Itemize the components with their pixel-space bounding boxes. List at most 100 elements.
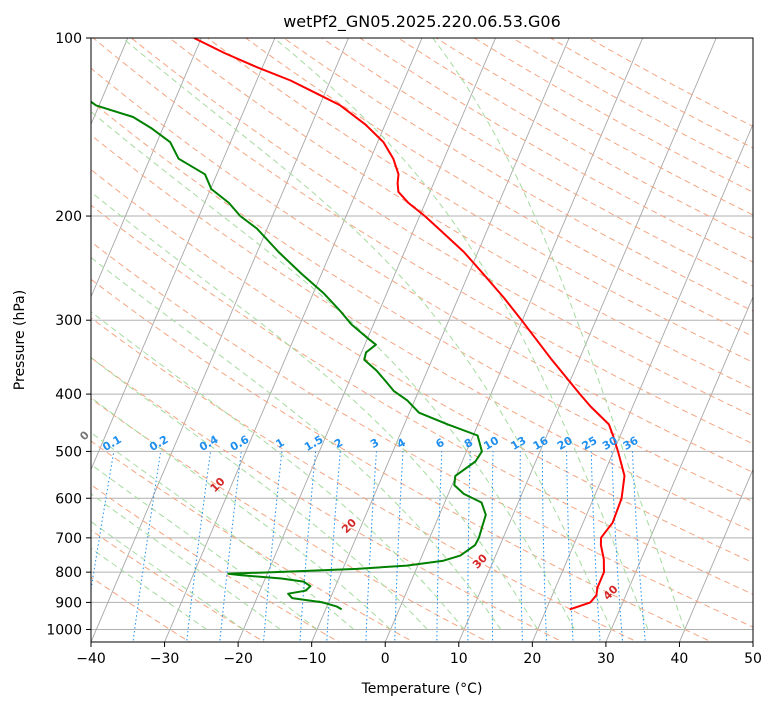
moist-adiabat-line: [91, 547, 207, 630]
isotherm-line: [752, 640, 753, 642]
y-tick-label: 800: [55, 565, 82, 581]
mixing-ratio-line: [299, 451, 317, 642]
isotherm-line: [91, 38, 276, 471]
x-tick-label: −40: [76, 651, 106, 667]
mixing-ratio-line: [394, 451, 404, 642]
profile-lines: [91, 38, 626, 611]
dry-adiabat-line: [91, 317, 639, 642]
background-lines: [0, 11, 753, 654]
mixing-ratio-label: 3: [368, 436, 381, 451]
isotherm-line: [605, 295, 753, 642]
isotherm-line: [91, 38, 202, 299]
y-tick-label: 1000: [46, 622, 82, 638]
moist-adiabat-line: [91, 256, 502, 630]
moist-adiabat-line: [91, 110, 575, 630]
dry-adiabat-line: [91, 357, 564, 642]
mixing-ratio-label: 0.4: [197, 433, 221, 454]
moist-adiabat-line: [91, 463, 318, 630]
mixing-ratio-line: [611, 451, 624, 642]
dewpoint-line: [91, 100, 487, 611]
y-tick-label: 200: [55, 209, 82, 225]
isotherm-line: [678, 468, 753, 642]
dry-adiabat-line: [91, 576, 191, 642]
y-tick-label: 100: [55, 31, 82, 47]
dry-adiabat-line: [91, 529, 266, 642]
chart-title: wetPf2_GN05.2025.220.06.53.G06: [283, 12, 561, 32]
dry-adiabat-line: [130, 38, 753, 417]
dry-adiabat-label: 10: [208, 475, 228, 495]
moist-adiabat-line: [91, 520, 244, 630]
x-tick-label: −20: [223, 651, 253, 667]
moist-adiabat-line: [432, 38, 686, 630]
dry-adiabat-line: [91, 169, 753, 564]
temperature-line: [193, 38, 626, 611]
mixing-ratio-label: 16: [531, 434, 551, 453]
mixing-ratio-label: 8: [462, 436, 475, 451]
mixing-ratio-label: 0.2: [147, 433, 170, 454]
x-tick-label: 20: [523, 651, 541, 667]
isotherm-line: [237, 38, 497, 642]
isotherm-line: [0, 11, 66, 654]
isotherm-line: [384, 38, 644, 642]
x-tick-label: −10: [297, 651, 327, 667]
moist-adiabat-line: [91, 493, 281, 630]
x-tick-label: 30: [597, 651, 615, 667]
x-tick-label: −30: [150, 651, 180, 667]
dry-adiabat-line: [397, 38, 753, 239]
dry-adiabat-line: [587, 38, 753, 127]
mixing-ratio-line: [262, 451, 283, 642]
dry-adiabat-line: [91, 134, 753, 533]
x-tick-label: 10: [450, 651, 468, 667]
line-labels: 0.10.20.40.611.52346810131620253036-100-…: [77, 428, 641, 602]
moist-adiabat-line: [91, 357, 428, 630]
moist-adiabat-line: [91, 432, 355, 630]
dry-adiabat-label: 30: [470, 551, 490, 571]
mixing-ratio-label: 4: [395, 436, 408, 451]
axes: −40 −30 −20 −10 0 10 20 30 40 5010020030040050060…: [46, 31, 762, 667]
y-tick-label: 500: [55, 444, 82, 460]
dry-adiabat-line: [473, 38, 753, 193]
mixing-ratio-label: 25: [580, 434, 600, 453]
mixing-ratio-label: 1.5: [302, 433, 325, 454]
x-tick-label: 40: [671, 651, 689, 667]
dry-adiabat-label: 0: [77, 428, 92, 443]
mixing-ratio-line: [132, 451, 162, 642]
dry-adiabat-line: [91, 100, 753, 503]
isotherm-line: [164, 38, 423, 642]
mixing-ratio-line: [467, 451, 471, 642]
y-tick-label: 900: [55, 595, 82, 611]
mixing-ratio-label: 10: [481, 434, 501, 453]
dry-adiabat-line: [549, 38, 753, 149]
isotherm-line: [91, 38, 129, 126]
x-tick-label: 0: [381, 651, 390, 667]
mixing-ratio-line: [541, 451, 548, 642]
mixing-ratio-label: 36: [621, 434, 641, 453]
moist-adiabat-line: [122, 38, 612, 630]
dry-adiabat-line: [91, 398, 490, 642]
y-tick-label: 700: [55, 531, 82, 547]
dry-adiabat-line: [91, 440, 415, 642]
y-tick-label: 400: [55, 387, 82, 403]
mixing-ratio-label: 0.6: [228, 433, 252, 454]
y-tick-label: 300: [55, 313, 82, 329]
dry-adiabat-line: [359, 38, 753, 263]
dry-adiabat-label: 20: [339, 516, 359, 536]
mixing-ratio-line: [326, 451, 341, 642]
mixing-ratio-label: 0.1: [100, 433, 123, 454]
mixing-ratio-line: [365, 451, 377, 642]
dry-adiabat-line: [91, 484, 340, 642]
dry-adiabat-line: [91, 204, 753, 595]
mixing-ratio-line: [519, 451, 523, 642]
y-tick-label: 600: [55, 491, 82, 507]
dry-adiabat-line: [321, 38, 753, 287]
dry-adiabat-line: [91, 67, 753, 473]
plot-frame: [90, 37, 754, 643]
mixing-ratio-line: [566, 451, 574, 642]
mixing-ratio-label: 6: [434, 436, 447, 451]
dry-adiabat-label: 40: [601, 582, 621, 602]
dry-adiabat-line: [244, 38, 753, 337]
mixing-ratio-line: [186, 451, 211, 642]
isotherm-line: [91, 38, 349, 642]
y-axis-label: Pressure (hPa): [12, 290, 28, 390]
